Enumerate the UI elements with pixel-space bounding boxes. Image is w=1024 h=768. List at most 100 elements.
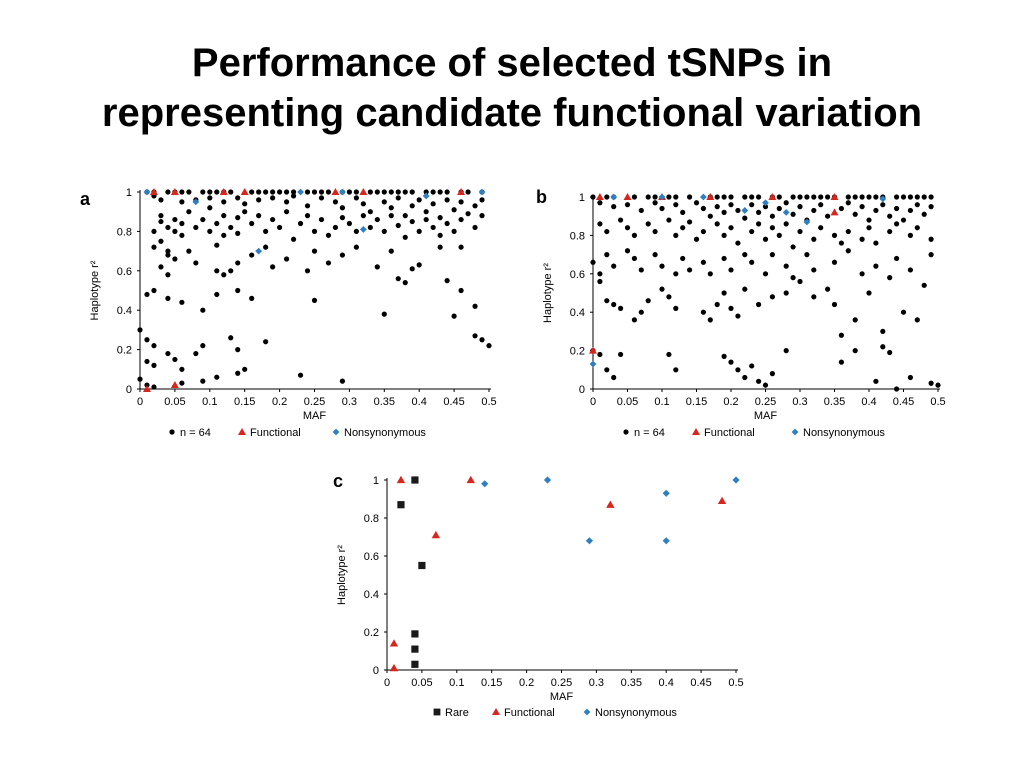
data-point-n64 <box>631 255 638 262</box>
x-axis-title: MAF <box>303 410 327 422</box>
data-point-n64 <box>346 220 352 227</box>
data-point-n64 <box>673 367 679 373</box>
legend-label-nonsynonymous: Nonsynonymous <box>803 427 885 439</box>
data-point-n64 <box>811 267 817 273</box>
data-point-functional <box>389 663 399 672</box>
data-point-functional <box>830 208 839 216</box>
data-point-n64 <box>673 202 679 208</box>
data-point-n64 <box>735 207 741 214</box>
y-tick-label: 0.4 <box>364 589 379 601</box>
data-point-n64 <box>332 224 339 231</box>
data-point-n64 <box>444 197 450 203</box>
data-point-functional <box>240 188 249 195</box>
data-point-n64 <box>804 194 810 200</box>
data-point-functional <box>219 188 228 195</box>
data-point-nonsynonymous <box>803 218 811 226</box>
x-tick-label: 0.4 <box>861 396 876 408</box>
data-point-n64 <box>423 209 429 215</box>
data-point-n64 <box>687 267 693 273</box>
data-point-functional <box>466 475 475 484</box>
x-tick-label: 0.1 <box>449 677 464 689</box>
data-point-n64 <box>381 228 387 234</box>
data-point-n64 <box>430 189 436 195</box>
data-point-n64 <box>894 194 900 200</box>
data-point-n64 <box>928 194 934 200</box>
data-point-n64 <box>769 213 776 219</box>
x-tick-label: 0.1 <box>654 396 669 408</box>
data-point-n64 <box>680 225 686 231</box>
data-point-n64 <box>249 220 255 227</box>
data-point-rare <box>418 561 426 570</box>
y-axis-title: Haplotype r² <box>336 545 348 605</box>
data-point-n64 <box>721 232 727 238</box>
data-point-n64 <box>714 221 720 227</box>
data-point-n64 <box>935 382 941 388</box>
y-tick-label: 0.2 <box>117 345 132 357</box>
data-point-n64 <box>728 305 734 311</box>
y-tick-label: 0.4 <box>570 307 585 319</box>
data-point-n64 <box>590 259 596 265</box>
data-point-n64 <box>707 213 713 219</box>
data-point-n64 <box>444 278 450 284</box>
legend-marker-functional <box>692 428 700 435</box>
data-point-n64 <box>179 220 185 227</box>
data-point-n64 <box>783 200 789 206</box>
data-point-n64 <box>673 232 679 238</box>
data-point-n64 <box>144 337 150 343</box>
data-point-functional <box>331 188 340 195</box>
data-point-n64 <box>624 225 631 231</box>
legend-marker-nonsynonymous <box>583 708 591 716</box>
data-point-n64 <box>631 194 638 200</box>
data-point-nonsynonymous <box>782 208 790 216</box>
data-point-n64 <box>721 209 727 215</box>
data-point-n64 <box>360 213 366 219</box>
data-point-n64 <box>339 378 346 384</box>
data-point-n64 <box>165 252 171 258</box>
data-point-n64 <box>873 263 879 269</box>
data-point-n64 <box>179 366 185 372</box>
data-point-n64 <box>825 194 831 200</box>
data-point-n64 <box>666 294 672 300</box>
data-point-functional <box>706 193 715 200</box>
data-point-n64 <box>214 291 220 298</box>
data-point-n64 <box>381 199 387 205</box>
x-tick-label: 0.05 <box>164 396 185 408</box>
data-point-n64 <box>749 363 755 369</box>
data-point-n64 <box>859 236 865 242</box>
data-point-n64 <box>479 337 485 343</box>
data-point-rare <box>411 476 419 484</box>
data-point-nonsynonymous <box>879 195 887 203</box>
x-tick-label: 0.3 <box>589 677 604 689</box>
data-point-n64 <box>769 252 776 258</box>
data-point-n64 <box>797 204 803 210</box>
panel-letter: c <box>333 471 343 491</box>
data-point-n64 <box>409 218 415 225</box>
data-point-n64 <box>235 215 241 221</box>
data-point-n64 <box>318 195 325 201</box>
data-point-n64 <box>388 205 394 211</box>
data-point-n64 <box>165 189 171 195</box>
data-point-n64 <box>721 353 727 359</box>
data-point-nonsynonymous <box>762 199 769 207</box>
data-point-n64 <box>214 374 220 380</box>
data-point-n64 <box>165 248 171 254</box>
data-point-n64 <box>158 264 164 270</box>
data-point-nonsynonymous <box>585 537 594 545</box>
data-point-n64 <box>914 202 920 208</box>
data-point-n64 <box>388 248 394 254</box>
x-tick-label: 0.5 <box>728 677 743 689</box>
data-point-n64 <box>818 225 824 231</box>
x-tick-label: 0 <box>590 396 596 408</box>
data-point-n64 <box>735 367 741 373</box>
data-point-n64 <box>797 194 803 200</box>
data-point-n64 <box>263 339 269 345</box>
x-tick-label: 0.25 <box>551 677 572 689</box>
y-tick-label: 0.6 <box>117 266 132 278</box>
data-point-n64 <box>783 348 789 354</box>
data-point-n64 <box>831 301 838 308</box>
data-point-n64 <box>638 207 644 214</box>
data-point-n64 <box>900 309 907 315</box>
data-point-n64 <box>437 189 443 195</box>
